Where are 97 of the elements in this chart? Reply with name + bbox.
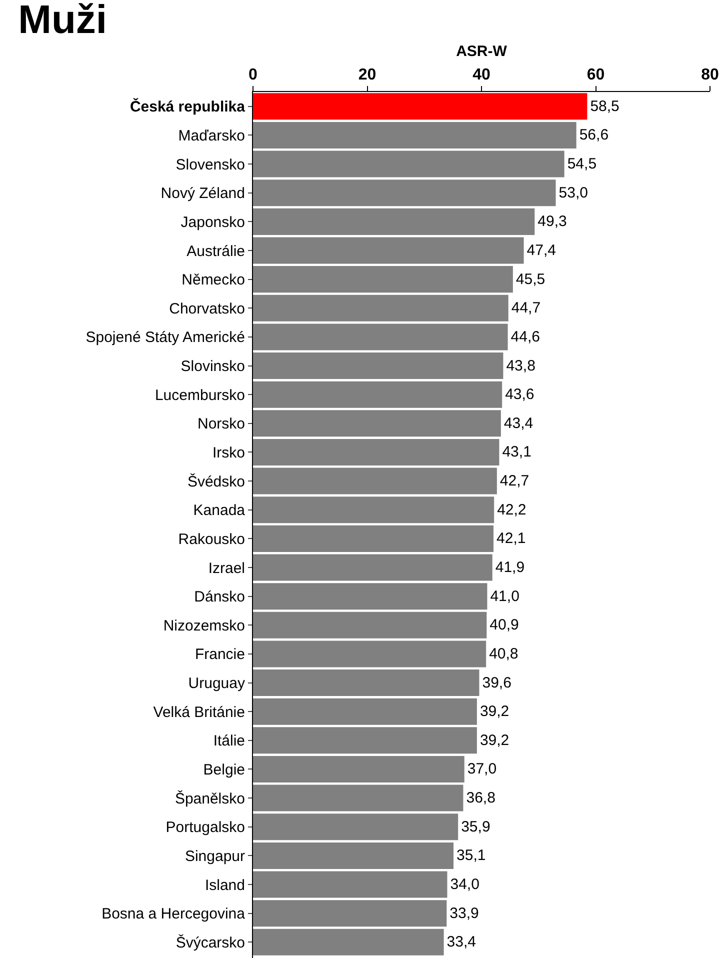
bar xyxy=(253,410,501,437)
bar xyxy=(253,266,513,293)
bar xyxy=(253,583,488,610)
y-tick-label: Slovinsko xyxy=(180,358,245,376)
data-label: 39,2 xyxy=(480,732,510,749)
data-label: 40,8 xyxy=(489,645,518,662)
y-tick-label: Island xyxy=(204,876,245,894)
chart-title: Muži xyxy=(18,0,108,42)
y-tick-label: Irsko xyxy=(212,444,245,462)
y-tick-label: Španělsko xyxy=(174,789,245,808)
bar xyxy=(253,294,508,322)
bar xyxy=(253,381,502,408)
bar xyxy=(253,871,448,898)
data-label: 53,0 xyxy=(558,184,588,202)
data-label: 43,4 xyxy=(504,414,534,432)
y-tick-label: Švédsko xyxy=(187,472,245,490)
y-tick-label: Itálie xyxy=(213,732,245,750)
data-label: 42,1 xyxy=(496,530,526,548)
data-label: 45,5 xyxy=(516,270,546,288)
bar xyxy=(253,670,480,696)
bar xyxy=(253,698,477,725)
y-tick-label: Singapur xyxy=(184,848,245,865)
data-label: 36,8 xyxy=(466,790,496,807)
y-tick-label: Uruguay xyxy=(188,675,246,692)
bar xyxy=(253,814,458,840)
y-tick-label: Nizozemsko xyxy=(163,617,245,634)
data-label: 43,8 xyxy=(506,357,536,374)
bar xyxy=(253,900,447,927)
bar xyxy=(253,842,454,869)
y-tick-label: Rakousko xyxy=(178,530,245,548)
data-label: 41,0 xyxy=(490,588,520,605)
bar xyxy=(253,208,535,235)
bar xyxy=(253,352,504,380)
data-label: 58,5 xyxy=(590,98,620,115)
x-tick-label: 40 xyxy=(472,66,490,84)
x-tick-label: 60 xyxy=(586,66,605,84)
y-tick-label: Kanada xyxy=(193,502,246,520)
bar xyxy=(253,554,492,581)
y-tick-label: Nový Zéland xyxy=(160,185,245,202)
bar xyxy=(253,324,508,350)
data-label: 41,9 xyxy=(495,559,525,576)
x-tick-label: 80 xyxy=(701,66,719,84)
data-label: 56,6 xyxy=(579,126,609,144)
bar xyxy=(253,93,588,120)
data-label: 42,7 xyxy=(500,472,530,490)
data-label: 35,9 xyxy=(461,818,490,836)
bar xyxy=(253,122,576,148)
bar xyxy=(253,525,494,552)
data-label: 35,1 xyxy=(456,847,486,864)
y-tick-label: Norsko xyxy=(197,416,245,433)
bar xyxy=(253,640,486,668)
y-tick-label: Lucembursko xyxy=(154,386,245,404)
y-tick-label: Švýcarsko xyxy=(176,933,245,952)
y-tick-label: Austrálie xyxy=(186,242,245,260)
data-label: 34,0 xyxy=(450,876,480,894)
y-tick-label: Francie xyxy=(194,646,245,664)
bar xyxy=(253,438,500,466)
y-tick-label: Slovensko xyxy=(176,156,245,174)
x-tick-label: 0 xyxy=(248,66,258,84)
bar xyxy=(253,468,497,494)
y-tick-label: Německo xyxy=(182,272,245,289)
bar xyxy=(253,727,477,754)
y-tick-label: Bosna a Hercegovina xyxy=(102,906,246,923)
bar xyxy=(253,928,444,956)
bar xyxy=(253,496,494,524)
data-label: 39,2 xyxy=(480,703,510,720)
y-tick-label: Maďarsko xyxy=(178,127,245,144)
data-label: 44,7 xyxy=(511,300,541,317)
y-tick-label: Spojené Státy Americké xyxy=(86,329,245,346)
y-tick-label: Velká Británie xyxy=(153,704,245,721)
data-label: 43,6 xyxy=(505,386,534,404)
x-axis-title: ASR-W xyxy=(456,42,508,60)
bar xyxy=(253,237,524,264)
y-tick-label: Chorvatsko xyxy=(169,300,245,318)
y-tick-label: Portugalsko xyxy=(166,819,245,836)
bar xyxy=(253,180,556,206)
y-tick-label: Dánsko xyxy=(194,588,245,606)
data-label: 42,2 xyxy=(497,501,526,518)
y-tick-label: Belgie xyxy=(203,761,245,778)
data-label: 47,4 xyxy=(526,242,556,260)
y-tick-label: Japonsko xyxy=(180,214,245,231)
y-tick-label: Česká republika xyxy=(130,98,246,116)
data-label: 43,1 xyxy=(502,444,532,461)
y-tick-label: Izrael xyxy=(208,560,245,577)
bar xyxy=(253,150,564,178)
x-tick-label: 20 xyxy=(358,66,376,84)
bar xyxy=(253,756,464,782)
data-label: 33,9 xyxy=(450,904,479,922)
bar xyxy=(253,612,487,638)
data-label: 39,6 xyxy=(482,674,512,692)
bar xyxy=(253,784,464,812)
data-label: 40,9 xyxy=(490,616,519,634)
data-label: 49,3 xyxy=(538,213,567,230)
data-label: 33,4 xyxy=(446,934,476,951)
data-label: 54,5 xyxy=(567,156,597,173)
data-label: 44,6 xyxy=(510,328,540,346)
data-label: 37,0 xyxy=(467,760,497,778)
